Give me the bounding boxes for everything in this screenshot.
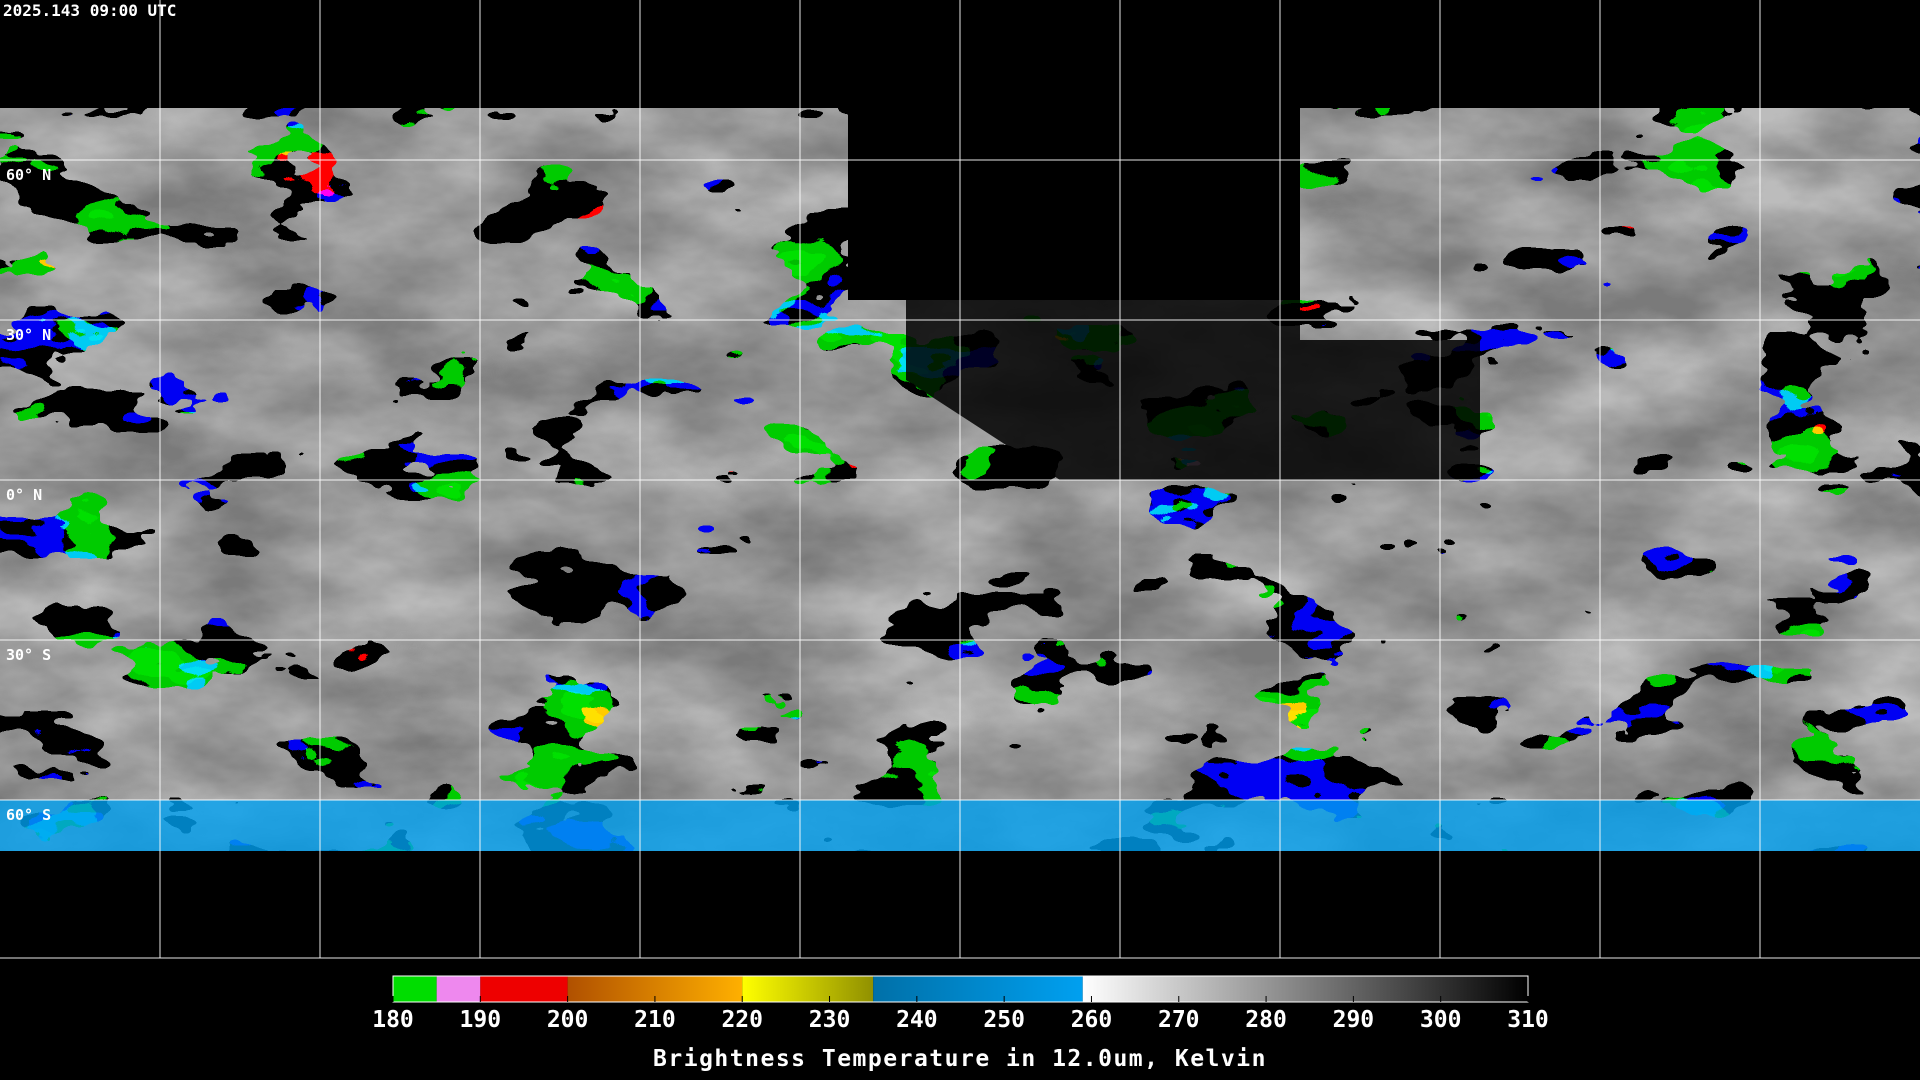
colorbar-segment: [480, 976, 568, 1002]
colorbar-tick-label: 300: [1420, 1007, 1462, 1033]
colorbar-tick-label: 260: [1071, 1007, 1113, 1033]
colorbar-segment: [1082, 976, 1528, 1002]
colorbar-tick-label: 250: [983, 1007, 1025, 1033]
colorbar-segment: [436, 976, 481, 1002]
timestamp: 2025.143 09:00 UTC: [3, 1, 176, 20]
colorbar-tick-label: 290: [1333, 1007, 1375, 1033]
colorbar-segment: [873, 976, 1083, 1002]
colorbar-frame: [392, 975, 1529, 1003]
latitude-label: 60° S: [6, 806, 51, 824]
colorbar-segment: [742, 976, 874, 1002]
colorbar-tick-label: 280: [1245, 1007, 1287, 1033]
graticule: [0, 0, 1920, 959]
colorbar-tick-label: 210: [634, 1007, 676, 1033]
latitude-label: 30° S: [6, 646, 51, 664]
colorbar: 180 190 200 210 220 230 240 250 260 270 280 290 300 3…: [372, 975, 1549, 1033]
colorbar-tick-label: 310: [1507, 1007, 1549, 1033]
colorbar-segment: [393, 976, 437, 1002]
colorbar-tick-label: 240: [896, 1007, 938, 1033]
colorbar-tick-label: 190: [460, 1007, 502, 1033]
colorbar-tick-label: 220: [721, 1007, 763, 1033]
latitude-label: 60° N: [6, 166, 51, 184]
colorbar-tick-label: 270: [1158, 1007, 1200, 1033]
latitude-label: 0° N: [6, 486, 42, 504]
colorbar-tick-label: 200: [547, 1007, 589, 1033]
colorbar-tick-label: 230: [809, 1007, 851, 1033]
latitude-label: 30° N: [6, 326, 51, 344]
data-gap: [848, 100, 1300, 300]
colorbar-tick-label: 180: [372, 1007, 414, 1033]
colorbar-title: Brightness Temperature in 12.0um, Kelvin: [653, 1046, 1267, 1072]
